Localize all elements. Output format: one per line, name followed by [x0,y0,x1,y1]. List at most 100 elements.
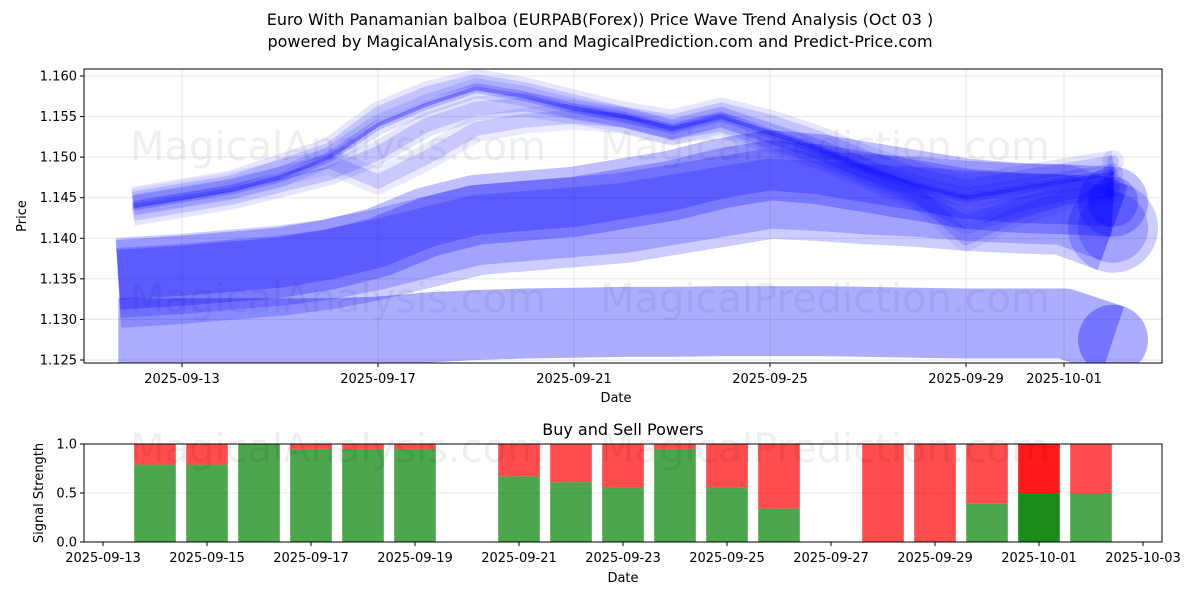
signal-xtick-label: 2025-09-13 [65,551,141,566]
price-wave-wave-short-3 [131,92,1115,235]
sell-bar [706,444,748,488]
signal-ylabel: Signal Strength [32,443,47,543]
price-wave-wave-longest [118,286,1124,363]
signal-xtick-label: 2025-09-27 [793,551,869,566]
price-xtick-label: 2025-10-01 [1026,372,1102,387]
price-wave-wave-short-2 [132,74,1114,204]
sell-bar [914,444,956,542]
buy-bar [238,444,280,542]
buy-sell-title: Buy and Sell Powers [542,420,704,439]
signal-xtick-label: 2025-09-25 [689,551,765,566]
sell-bar [1018,444,1060,493]
signal-xtick-label: 2025-09-21 [481,551,557,566]
chart-title-line1: Euro With Panamanian balboa (EURPAB(Fore… [267,10,934,29]
signal-ytick-label: 0.5 [56,487,77,502]
price-wave-group [115,69,1158,363]
price-plot-frame [83,68,1163,364]
watermark: MagicalPrediction.com [600,276,1050,322]
price-ytick-label: 1.150 [40,151,77,166]
price-axis-ticks: 1.125 1.130 1.135 1.140 1.145 1.150 1.155 1.160… [40,70,1102,387]
price-wave-wave-medium [116,140,1115,300]
price-wave-wave-short-1 [132,83,1114,211]
buy-bar [342,448,384,542]
price-ylabel: Price [15,200,30,232]
price-wave-end-cap [1078,304,1148,363]
sell-bar [862,444,904,542]
price-wave-end-cap [1108,168,1118,179]
buy-bar [394,448,436,542]
signal-xtick-label: 2025-09-15 [169,551,245,566]
price-xtick-label: 2025-09-13 [144,372,220,387]
signal-xlabel: Date [607,571,638,586]
buy-bar [706,487,748,542]
buy-bar [290,448,332,542]
watermark: MagicalAnalysis.com [130,124,546,170]
price-ytick-label: 1.125 [40,354,77,369]
price-wave-wave-medium [116,130,1115,310]
price-wave-end-cap [1068,182,1158,273]
sell-bar [1070,444,1112,493]
price-wave-wave-short-1 [132,86,1114,208]
signal-bars [134,444,1112,542]
price-wave-wave-long [116,158,1125,318]
buy-bar [498,476,540,542]
sell-bar [966,444,1008,504]
price-wave-wave-short-3 [131,97,1115,230]
signal-xtick-label: 2025-10-03 [1105,551,1181,566]
price-ytick-label: 1.145 [40,191,77,206]
buy-bar [654,448,696,542]
price-wave-wave-short-4 [130,103,1116,252]
price-grid [84,69,1162,363]
price-xtick-label: 2025-09-25 [732,372,808,387]
sell-bar [134,444,176,465]
sell-bar [602,444,644,488]
watermark: MagicalPrediction.com [600,124,1050,170]
watermark: MagicalAnalysis.com [130,276,546,322]
price-wave-end-cap [1078,192,1148,263]
price-wave-end-cap [1111,171,1115,176]
buy-bar [1018,493,1060,542]
signal-xtick-label: 2025-09-23 [585,551,661,566]
price-wave-end-cap [1088,176,1138,227]
buy-bar [550,482,592,542]
watermark: MagicalPrediction.com [600,426,1050,472]
price-wave-chart: MagicalAnalysis.com MagicalPrediction.co… [15,68,1163,406]
price-wave-end-cap [1101,173,1125,198]
signal-ytick-label: 0.0 [56,536,77,551]
buy-bar [134,464,176,542]
price-xtick-label: 2025-09-21 [536,372,612,387]
signal-ytick-label: 1.0 [56,438,77,453]
price-waves [115,69,1158,363]
buy-bar [1070,493,1112,542]
signal-xtick-label: 2025-09-29 [897,551,973,566]
sell-bar [186,444,228,465]
price-xtick-label: 2025-09-17 [340,372,416,387]
sell-bar [342,444,384,449]
price-wave-end-cap [1107,155,1119,168]
price-wave-end-cap [1103,163,1123,184]
price-xlabel: Date [600,391,631,406]
sell-bar [394,444,436,449]
sell-bar [498,444,540,477]
signal-xtick-label: 2025-09-19 [377,551,453,566]
price-wave-end-cap [1100,176,1126,203]
buy-bar [186,464,228,542]
price-ytick-label: 1.130 [40,313,77,328]
price-wave-end-cap [1106,182,1120,197]
price-wave-wave-short-2 [131,69,1115,209]
buy-sell-chart: Buy and Sell Powers MagicalAnalysis.com … [32,420,1181,586]
price-wave-wave-long [115,148,1129,328]
price-ytick-label: 1.140 [40,232,77,247]
buy-bar [758,508,800,542]
price-wave-end-cap [1106,178,1120,193]
price-wave-wave-short-4 [131,109,1115,246]
signal-xtick-label: 2025-10-01 [1001,551,1077,566]
sell-bar [550,444,592,483]
price-wave-end-cap [1078,166,1148,237]
price-xtick-label: 2025-09-29 [928,372,1004,387]
signal-axis-ticks: 0.0 0.5 1.0 2025-09-13 2025-09-15 2025-09-17 2… [56,438,1180,567]
watermark: MagicalAnalysis.com [130,426,546,472]
price-ytick-label: 1.155 [40,110,77,125]
price-ytick-label: 1.135 [40,272,77,287]
